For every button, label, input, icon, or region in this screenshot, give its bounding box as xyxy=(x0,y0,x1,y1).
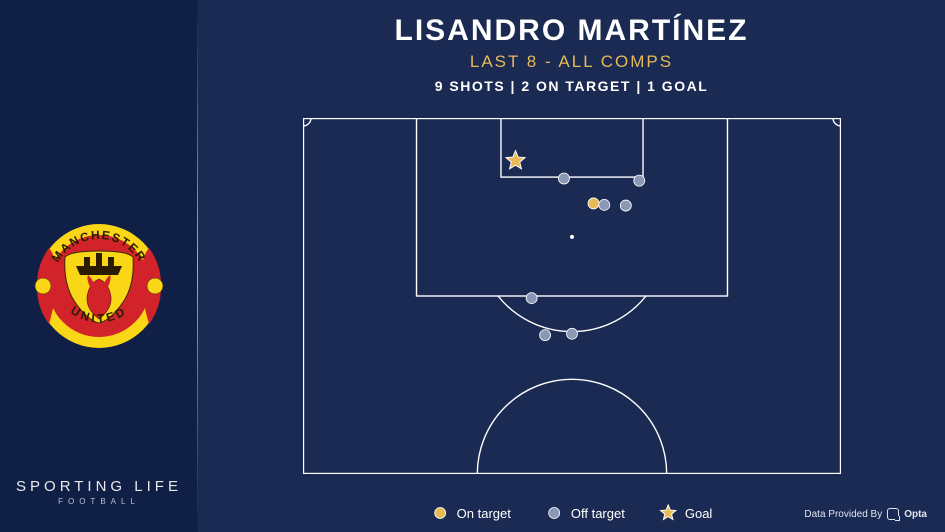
credit-label: Data Provided By xyxy=(804,509,882,520)
pitch-svg xyxy=(303,118,841,474)
legend-goal-icon xyxy=(659,504,677,522)
legend-item-on_target: On target xyxy=(431,504,511,522)
legend-item-off_target: Off target xyxy=(545,504,625,522)
shot-goal-icon xyxy=(505,151,524,169)
statline: 9 SHOTS | 2 ON TARGET | 1 GOAL xyxy=(198,78,945,94)
legend-label: Goal xyxy=(685,506,712,521)
subtitle: LAST 8 - ALL COMPS xyxy=(198,52,945,72)
brand-block: SPORTING LIFE FOOTBALL xyxy=(0,478,198,506)
legend-off_target-icon xyxy=(545,504,563,522)
shot-off_target-icon xyxy=(598,199,609,210)
shot-off_target-icon xyxy=(620,200,631,211)
legend-item-goal: Goal xyxy=(659,504,712,522)
left-panel: MANCHESTERUNITED SPORTING LIFE FOOTBALL xyxy=(0,0,198,532)
title-block: LISANDRO MARTÍNEZ LAST 8 - ALL COMPS 9 S… xyxy=(198,14,945,94)
shot-off_target-icon xyxy=(526,293,537,304)
legend-on_target-icon xyxy=(431,504,449,522)
shot-off_target-icon xyxy=(558,173,569,184)
legend: On target Off target Goal xyxy=(431,504,713,522)
player-name: LISANDRO MARTÍNEZ xyxy=(198,14,945,48)
manchester-united-crest-svg: MANCHESTERUNITED xyxy=(24,211,174,361)
data-credit: Data Provided By Opta xyxy=(804,508,927,520)
shot-off_target-icon xyxy=(633,175,644,186)
opta-logo-icon xyxy=(887,508,899,520)
credit-provider: Opta xyxy=(904,509,927,520)
legend-label: Off target xyxy=(571,506,625,521)
right-panel: LISANDRO MARTÍNEZ LAST 8 - ALL COMPS 9 S… xyxy=(198,0,945,532)
brand-sub: FOOTBALL xyxy=(0,497,198,506)
brand-name: SPORTING LIFE xyxy=(0,478,198,495)
legend-label: On target xyxy=(457,506,511,521)
shot-off_target-icon xyxy=(539,330,550,341)
club-crest: MANCHESTERUNITED xyxy=(24,211,174,361)
pitch-container xyxy=(303,118,841,479)
shot-on_target-icon xyxy=(588,198,599,209)
shot-off_target-icon xyxy=(566,328,577,339)
